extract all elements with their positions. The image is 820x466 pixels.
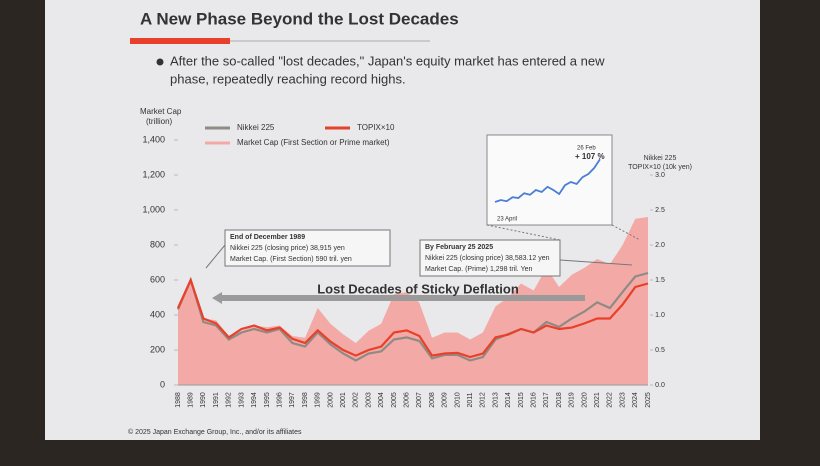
title-bar xyxy=(130,38,230,44)
x-tick-label: 2008 xyxy=(429,392,436,408)
x-tick-label: 1989 xyxy=(188,392,195,408)
pointer xyxy=(559,259,633,266)
x-tick-label: 2014 xyxy=(505,392,512,408)
annotation-box xyxy=(419,239,561,277)
y-tick-label: 0 xyxy=(160,379,165,389)
y-axis-label: (trillion) xyxy=(146,117,173,126)
pointer xyxy=(486,224,561,241)
x-tick-label: 1992 xyxy=(226,392,233,408)
y2-tick-label: 3.0 xyxy=(655,172,665,179)
x-tick-label: 2005 xyxy=(391,392,398,408)
x-tick-label: 1995 xyxy=(264,392,271,408)
line xyxy=(176,271,649,362)
x-tick-label: 2024 xyxy=(632,392,639,408)
annotation-box xyxy=(224,229,391,267)
inset-label: + 107 % xyxy=(575,152,605,161)
inset-label: 23 April xyxy=(497,217,517,223)
x-tick-label: 2023 xyxy=(619,392,626,408)
y-tick-label: 1,200 xyxy=(142,169,165,179)
inset-line xyxy=(494,158,601,203)
x-tick-label: 2012 xyxy=(480,392,487,408)
y2-tick-label: 0.0 xyxy=(655,382,665,389)
x-tick-label: 2021 xyxy=(594,392,601,408)
y2-axis-label: TOPIX×10 (10k yen) xyxy=(628,164,692,171)
x-tick-label: 2022 xyxy=(607,392,614,408)
x-tick-label: 2001 xyxy=(340,392,347,408)
x-tick-label: 1994 xyxy=(251,392,258,408)
x-tick-label: 1993 xyxy=(238,392,245,408)
x-tick-label: 2016 xyxy=(531,392,538,408)
x-tick-label: 1991 xyxy=(213,392,220,408)
x-tick-label: 2025 xyxy=(645,392,652,408)
y-tick-label: 800 xyxy=(150,239,165,249)
y2-tick-label: 2.5 xyxy=(655,207,665,214)
y2-tick-label: 2.0 xyxy=(655,242,665,249)
x-tick-label: 1999 xyxy=(315,392,322,408)
annotation-text: By February 25 2025 xyxy=(425,244,493,251)
x-tick-label: 2004 xyxy=(378,392,385,408)
x-tick-label: 2000 xyxy=(327,392,334,408)
x-tick-label: 2013 xyxy=(492,392,499,408)
inset-label: 26 Feb xyxy=(577,146,596,152)
y-tick-label: 600 xyxy=(150,274,165,284)
x-tick-label: 1997 xyxy=(289,392,296,408)
arrow xyxy=(212,292,585,304)
y-tick-label: 200 xyxy=(150,344,165,354)
x-tick-label: 2006 xyxy=(403,392,410,408)
annotation-text: End of December 1989 xyxy=(230,234,305,241)
x-tick-label: 2019 xyxy=(569,392,576,408)
y2-axis-label: Nikkei 225 xyxy=(644,155,677,162)
x-tick-label: 2015 xyxy=(518,392,525,408)
legend-label: Nikkei 225 xyxy=(237,123,275,132)
y-tick-label: 400 xyxy=(150,309,165,319)
x-tick-label: 2009 xyxy=(442,392,449,408)
x-tick-label: 2020 xyxy=(581,392,588,408)
x-tick-label: 2018 xyxy=(556,392,563,408)
x-tick-label: 1988 xyxy=(175,392,182,408)
x-tick-label: 2010 xyxy=(454,392,461,408)
pointer xyxy=(205,244,226,269)
y-axis-label: Market Cap xyxy=(140,107,182,116)
x-tick-label: 2003 xyxy=(365,392,372,408)
x-tick-label: 1996 xyxy=(276,392,283,408)
legend-label: Market Cap (First Section or Prime marke… xyxy=(237,138,390,147)
y-tick-label: 1,400 xyxy=(142,134,165,144)
y2-tick-label: 1.5 xyxy=(655,277,665,284)
title: A New Phase Beyond the Lost Decades xyxy=(140,9,459,28)
annotation-text: Market Cap. (First Section) 590 tril. ye… xyxy=(230,256,352,263)
footer: © 2025 Japan Exchange Group, Inc., and/o… xyxy=(128,428,302,436)
inset-box xyxy=(486,134,613,226)
bullet xyxy=(156,58,164,66)
x-tick-label: 2017 xyxy=(543,392,550,408)
x-tick-label: 2002 xyxy=(353,392,360,408)
annotation-text: Market Cap. (Prime) 1,298 tril. Yen xyxy=(425,266,532,273)
subtitle: phase, repeatedly reaching record highs. xyxy=(170,71,406,86)
y-tick-label: 1,000 xyxy=(142,204,165,214)
x-tick-label: 2007 xyxy=(416,392,423,408)
annotation-text: Nikkei 225 (closing price) 38,915 yen xyxy=(230,245,345,252)
y2-tick-label: 0.5 xyxy=(655,347,665,354)
subtitle: After the so-called "lost decades," Japa… xyxy=(170,53,605,68)
line xyxy=(176,276,649,359)
x-tick-label: 2011 xyxy=(467,392,474,407)
x-tick-label: 1990 xyxy=(200,392,207,408)
legend-label: TOPIX×10 xyxy=(357,123,395,132)
x-tick-label: 1998 xyxy=(302,392,309,408)
y2-tick-label: 1.0 xyxy=(655,312,665,319)
arrow-label: Lost Decades of Sticky Deflation xyxy=(317,281,519,296)
annotation-text: Nikkei 225 (closing price) 38,583.12 yen xyxy=(425,255,550,262)
pointer xyxy=(611,224,641,241)
